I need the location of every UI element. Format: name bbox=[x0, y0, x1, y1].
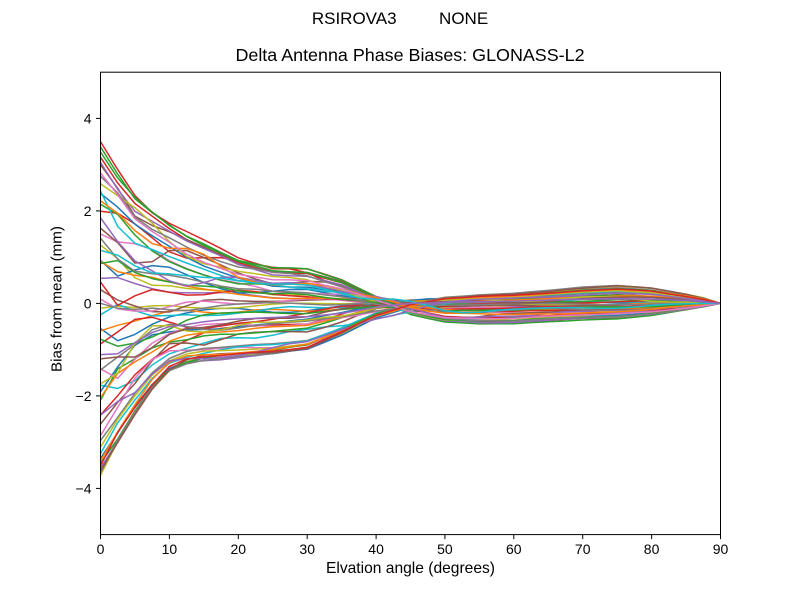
svg-text:0: 0 bbox=[84, 295, 92, 311]
svg-text:0: 0 bbox=[97, 541, 105, 557]
svg-text:−2: −2 bbox=[76, 388, 92, 404]
svg-text:2: 2 bbox=[84, 203, 92, 219]
svg-text:30: 30 bbox=[299, 541, 315, 557]
svg-text:60: 60 bbox=[506, 541, 522, 557]
svg-text:20: 20 bbox=[231, 541, 247, 557]
svg-text:90: 90 bbox=[713, 541, 729, 557]
svg-text:40: 40 bbox=[368, 541, 384, 557]
svg-text:50: 50 bbox=[437, 541, 453, 557]
svg-text:10: 10 bbox=[162, 541, 178, 557]
svg-text:80: 80 bbox=[644, 541, 660, 557]
svg-text:70: 70 bbox=[575, 541, 591, 557]
svg-text:−4: −4 bbox=[76, 480, 92, 496]
svg-text:4: 4 bbox=[84, 110, 92, 126]
